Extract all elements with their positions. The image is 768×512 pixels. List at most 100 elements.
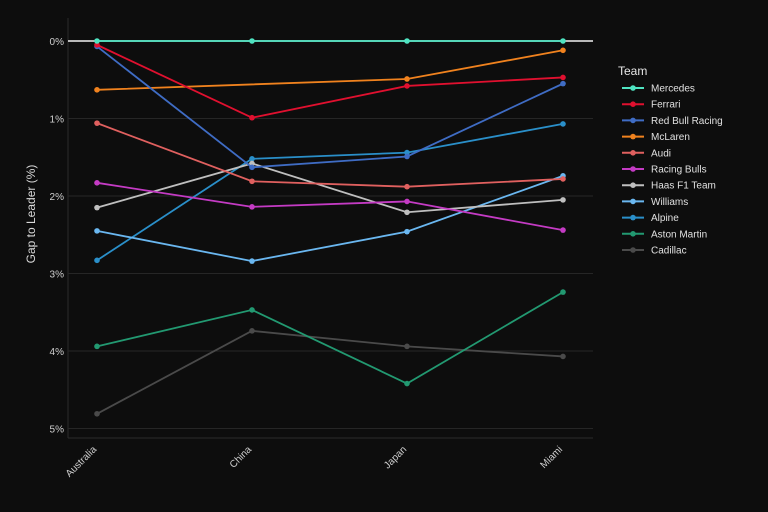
- legend-marker: [630, 85, 636, 91]
- legend-item: Haas F1 Team: [622, 181, 716, 192]
- legend-item: Cadillac: [622, 246, 687, 257]
- y-tick-label: 2%: [50, 192, 65, 203]
- series-haas-f1-team: [94, 160, 566, 216]
- series-line: [96, 44, 564, 119]
- data-point: [249, 164, 255, 171]
- data-point: [560, 47, 566, 54]
- legend-item: McLaren: [622, 132, 690, 143]
- legend-label: Ferrari: [651, 100, 680, 111]
- data-point: [249, 307, 255, 313]
- legend-label: McLaren: [651, 132, 690, 143]
- series-ferrari: [94, 42, 566, 121]
- series-line: [96, 49, 564, 91]
- data-point: [404, 153, 410, 160]
- legend-item: Audi: [622, 148, 671, 159]
- series-line: [96, 181, 564, 231]
- legend-item: Ferrari: [622, 100, 680, 111]
- series-line: [96, 329, 564, 415]
- data-point: [560, 80, 566, 87]
- data-point: [404, 38, 410, 44]
- data-point: [560, 197, 566, 203]
- data-point: [404, 209, 410, 216]
- legend-label: Mercedes: [651, 84, 695, 95]
- data-point: [249, 178, 255, 185]
- series-line: [96, 291, 564, 385]
- legend-marker: [630, 166, 636, 172]
- data-point: [404, 380, 410, 387]
- x-tick-label: China: [228, 444, 255, 471]
- data-point: [249, 156, 255, 162]
- data-point: [560, 74, 566, 81]
- y-axis-title: Gap to Leader (%): [24, 165, 38, 264]
- legend-item: Alpine: [622, 213, 679, 224]
- legend-item: Aston Martin: [622, 229, 707, 240]
- legend-item: Mercedes: [622, 84, 695, 95]
- legend-label: Haas F1 Team: [651, 181, 716, 192]
- series-racing-bulls: [94, 180, 566, 233]
- data-point: [94, 180, 100, 186]
- legend-label: Williams: [651, 197, 688, 208]
- legend-item: Red Bull Racing: [622, 116, 723, 127]
- legend-marker: [630, 247, 636, 253]
- data-point: [249, 38, 255, 44]
- legend-label: Cadillac: [651, 246, 687, 257]
- data-point: [94, 38, 100, 44]
- legend-item: Racing Bulls: [622, 165, 707, 176]
- legend-title: Team: [618, 64, 647, 78]
- data-point: [404, 83, 410, 89]
- series-mercedes: [94, 38, 566, 44]
- y-tick-label: 5%: [50, 425, 65, 436]
- y-tick-label: 3%: [50, 270, 65, 281]
- legend-label: Audi: [651, 148, 671, 159]
- legend: Team Mercedes Ferrari Red Bull Racing McLar…: [618, 64, 723, 257]
- x-tick-label: Australia: [64, 444, 100, 480]
- data-point: [94, 87, 100, 93]
- legend-marker: [630, 214, 636, 221]
- data-point: [404, 183, 410, 190]
- data-point: [94, 228, 100, 234]
- series-aston-martin: [94, 289, 566, 387]
- legend-label: Aston Martin: [651, 229, 707, 240]
- y-tick-label: 4%: [50, 347, 65, 358]
- data-point: [404, 198, 410, 205]
- y-tick-label: 0%: [50, 37, 65, 48]
- data-point: [404, 228, 410, 235]
- data-point: [404, 76, 410, 82]
- series-line: [96, 123, 564, 262]
- data-point: [94, 204, 100, 211]
- legend-item: Williams: [622, 197, 688, 208]
- series-audi: [94, 120, 566, 190]
- series-line: [96, 175, 564, 263]
- legend-marker: [630, 231, 636, 237]
- legend-marker: [630, 133, 636, 140]
- data-point: [560, 289, 566, 295]
- legend-label: Alpine: [651, 213, 679, 224]
- data-point: [560, 227, 566, 233]
- legend-label: Racing Bulls: [651, 165, 707, 176]
- legend-marker: [630, 198, 636, 205]
- data-point: [404, 149, 410, 156]
- data-point: [560, 176, 566, 182]
- series-line: [96, 122, 564, 188]
- data-point: [94, 410, 100, 417]
- series-alpine: [94, 121, 566, 264]
- data-point: [94, 343, 100, 350]
- series-line: [96, 162, 564, 214]
- x-tick-label: Miami: [538, 444, 565, 471]
- x-tick-label: Japan: [382, 444, 409, 471]
- series-cadillac: [94, 328, 566, 417]
- data-point: [560, 353, 566, 360]
- data-point: [560, 38, 566, 44]
- legend-marker: [630, 117, 636, 124]
- legend-marker: [630, 182, 636, 188]
- data-point: [404, 343, 410, 350]
- data-point: [560, 121, 566, 127]
- series-mclaren: [94, 47, 566, 93]
- data-point: [94, 42, 100, 48]
- data-point: [249, 114, 255, 121]
- legend-label: Red Bull Racing: [651, 116, 723, 127]
- data-point: [249, 258, 255, 264]
- series-lines: [94, 38, 566, 417]
- y-tick-label: 1%: [50, 115, 65, 126]
